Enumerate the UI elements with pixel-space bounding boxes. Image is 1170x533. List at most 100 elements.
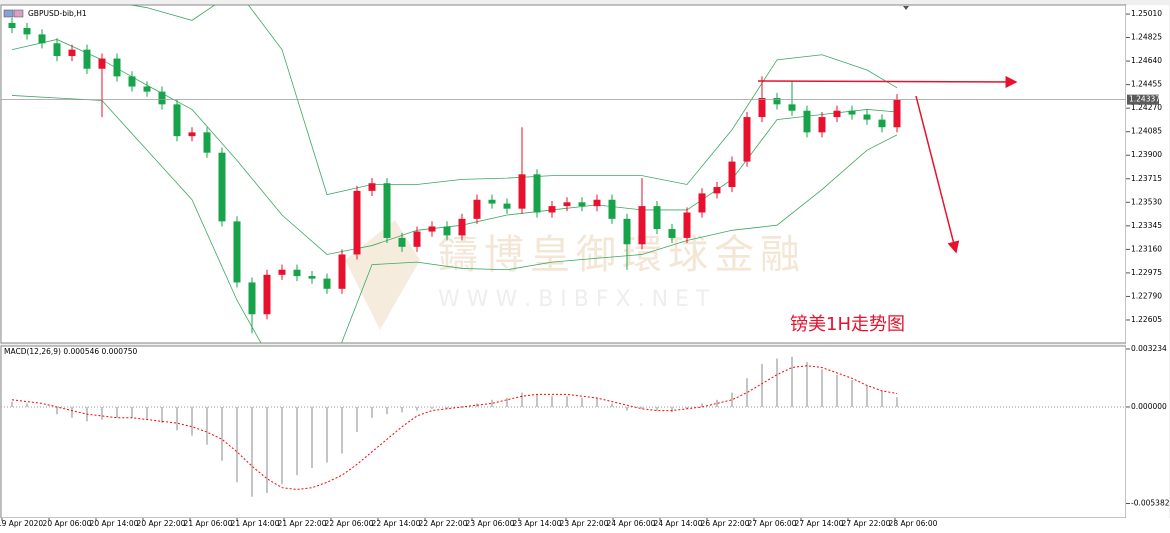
y-tick-label: 1.24270: [1131, 103, 1162, 112]
candle-body: [308, 276, 316, 279]
candle-body: [578, 202, 586, 207]
x-tick-label: 20 Apr 14:00: [90, 519, 139, 528]
candle-body: [188, 132, 196, 137]
candle-body: [398, 237, 406, 247]
y-tick-label: 1.23345: [1131, 221, 1162, 230]
candle-body: [533, 174, 541, 213]
y-tick-label: 1.25010: [1131, 9, 1162, 18]
x-tick-label: 21 Apr 22:00: [278, 519, 327, 528]
candle-body: [323, 278, 331, 289]
x-tick-label: 22 Apr 06:00: [325, 519, 374, 528]
macd-title: MACD(12,26,9) 0.000546 0.000750: [4, 347, 138, 356]
candle-body: [608, 199, 616, 219]
symbol-icon: [13, 9, 24, 18]
shift-marker: [903, 6, 909, 10]
candle-body: [638, 206, 646, 245]
candle-body: [653, 206, 661, 230]
candle-body: [728, 161, 736, 188]
y-tick-label: 1.23715: [1131, 174, 1162, 183]
candle-body: [38, 34, 46, 44]
candle-body: [83, 49, 91, 69]
resistance-arrow: [757, 75, 1018, 88]
candle-body: [683, 212, 691, 238]
candle-body: [68, 49, 76, 57]
candle-body: [233, 221, 241, 283]
candle-body: [518, 174, 526, 209]
x-tick-label: 28 Apr 06:00: [889, 519, 938, 528]
candle-body: [98, 58, 106, 69]
y-tick-label: 0.003234: [1131, 344, 1167, 353]
candle-body: [443, 226, 451, 236]
x-tick-label: 21 Apr 06:00: [184, 519, 233, 528]
candle-body: [803, 110, 811, 133]
x-tick-label: 27 Apr 22:00: [842, 519, 891, 528]
candle-body: [863, 114, 871, 120]
candle-body: [623, 218, 631, 245]
candle-body: [218, 152, 226, 222]
candle-body: [773, 97, 781, 105]
candle-body: [353, 190, 361, 255]
candle-body: [488, 199, 496, 204]
candle-body: [893, 99, 901, 128]
y-tick-label: 1.23160: [1131, 244, 1162, 253]
candle-body: [143, 86, 151, 92]
watermark-text: 鑄博皇御環球金融: [438, 232, 806, 278]
symbol-icon: [3, 9, 14, 18]
y-tick-label: 1.24825: [1131, 33, 1162, 42]
candle-body: [563, 202, 571, 207]
axes: 1.25010 1.24825 1.24640 1.24455 1.24270 1.240…: [0, 9, 1170, 528]
y-tick-label: -0.005382: [1131, 499, 1170, 508]
candle-body: [698, 193, 706, 213]
x-tick-label: 22 Apr 22:00: [419, 519, 468, 528]
candle-body: [383, 183, 391, 238]
x-tick-label: 24 Apr 14:00: [654, 519, 703, 528]
candle-body: [158, 91, 166, 105]
y-tick-label: 1.22790: [1131, 291, 1162, 300]
annotation: 镑美1H走势图: [790, 314, 905, 335]
x-tick-label: 27 Apr 06:00: [748, 519, 797, 528]
chart-title: GBPUSD-bib,H1: [28, 9, 87, 18]
candle-body: [548, 206, 556, 213]
candle-body: [128, 76, 136, 87]
y-tick-label: 1.22605: [1131, 315, 1162, 324]
y-tick-label: 1.24640: [1131, 56, 1162, 65]
x-tick-label: 22 Apr 14:00: [372, 519, 421, 528]
x-tick-label: 23 Apr 06:00: [466, 519, 515, 528]
bollinger-lower: [11, 95, 898, 343]
candle-body: [818, 117, 826, 133]
price-panel: [0, 4, 1127, 344]
candle-body: [203, 132, 211, 153]
price-axis-panel: [1126, 5, 1169, 518]
candle-body: [53, 43, 61, 57]
candle-body: [668, 229, 676, 238]
candle-body: [368, 183, 376, 191]
candle-body: [173, 104, 181, 137]
y-tick-label: 1.24085: [1131, 127, 1162, 136]
candle-body: [113, 58, 121, 77]
y-tick-label: 1.23530: [1131, 197, 1162, 206]
down-arrow: [915, 95, 960, 254]
candle-body: [413, 231, 421, 247]
candle-body: [23, 28, 31, 35]
candle-body: [8, 22, 16, 29]
time-axis-panel: [0, 518, 1170, 533]
watermark-url: W W W . B I B F X . N E T: [438, 287, 710, 312]
candle-body: [293, 269, 301, 277]
current-price-box: [1127, 94, 1159, 105]
candle-body: [338, 254, 346, 289]
y-tick-label: 1.24455: [1131, 80, 1162, 89]
candle-body: [263, 274, 271, 315]
candle-body: [833, 110, 841, 118]
macd-panel: [0, 345, 1127, 519]
candle-body: [788, 104, 796, 111]
x-tick-label: 19 Apr 2020: [0, 519, 43, 528]
candle-body: [503, 203, 511, 209]
price-plot: [1, 5, 1126, 343]
y-tick-label: 1.22975: [1131, 268, 1162, 277]
candle-body: [473, 199, 481, 219]
x-tick-label: 23 Apr 22:00: [560, 519, 609, 528]
candle-body: [758, 97, 766, 118]
x-tick-label: 27 Apr 14:00: [795, 519, 844, 528]
